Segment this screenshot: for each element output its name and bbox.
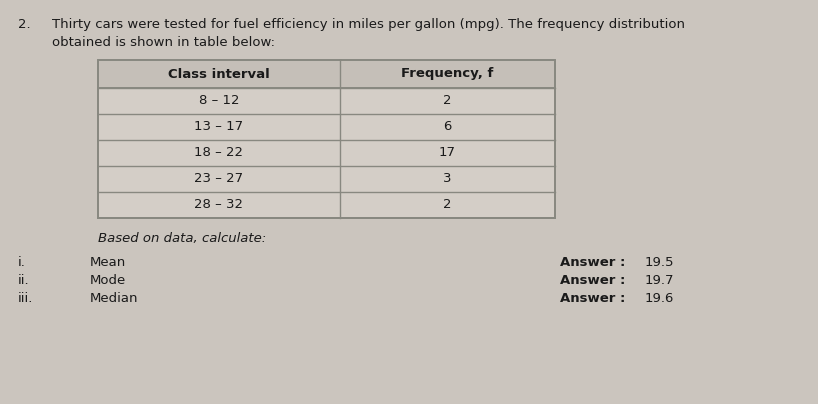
Bar — [98, 88, 555, 114]
Text: 18 – 22: 18 – 22 — [195, 147, 244, 160]
Text: Mean: Mean — [90, 256, 126, 269]
Text: 28 – 32: 28 – 32 — [195, 198, 244, 212]
Text: 23 – 27: 23 – 27 — [195, 173, 244, 185]
Text: obtained is shown in table below:: obtained is shown in table below: — [52, 36, 275, 49]
Text: 8 – 12: 8 – 12 — [199, 95, 239, 107]
Text: 2: 2 — [443, 198, 452, 212]
Bar — [98, 60, 555, 218]
Text: Mode: Mode — [90, 274, 126, 287]
Text: 19.6: 19.6 — [645, 292, 674, 305]
Bar — [98, 166, 555, 192]
Text: ii.: ii. — [18, 274, 29, 287]
Text: Answer :: Answer : — [560, 274, 626, 287]
Bar — [98, 60, 555, 88]
Text: Thirty cars were tested for fuel efficiency in miles per gallon (mpg). The frequ: Thirty cars were tested for fuel efficie… — [52, 18, 685, 31]
Bar — [98, 140, 555, 166]
Text: Answer :: Answer : — [560, 292, 626, 305]
Bar — [98, 114, 555, 140]
Text: 3: 3 — [443, 173, 452, 185]
Text: Answer :: Answer : — [560, 256, 626, 269]
Text: Class interval: Class interval — [169, 67, 270, 80]
Text: Median: Median — [90, 292, 138, 305]
Text: Based on data, calculate:: Based on data, calculate: — [98, 232, 266, 245]
Text: i.: i. — [18, 256, 26, 269]
Text: iii.: iii. — [18, 292, 34, 305]
Text: 17: 17 — [439, 147, 456, 160]
Text: 2: 2 — [443, 95, 452, 107]
Text: 19.7: 19.7 — [645, 274, 675, 287]
Text: 13 – 17: 13 – 17 — [195, 120, 244, 133]
Text: Frequency, f: Frequency, f — [402, 67, 494, 80]
Text: 6: 6 — [443, 120, 452, 133]
Text: 2.: 2. — [18, 18, 30, 31]
Text: 19.5: 19.5 — [645, 256, 675, 269]
Bar — [98, 192, 555, 218]
